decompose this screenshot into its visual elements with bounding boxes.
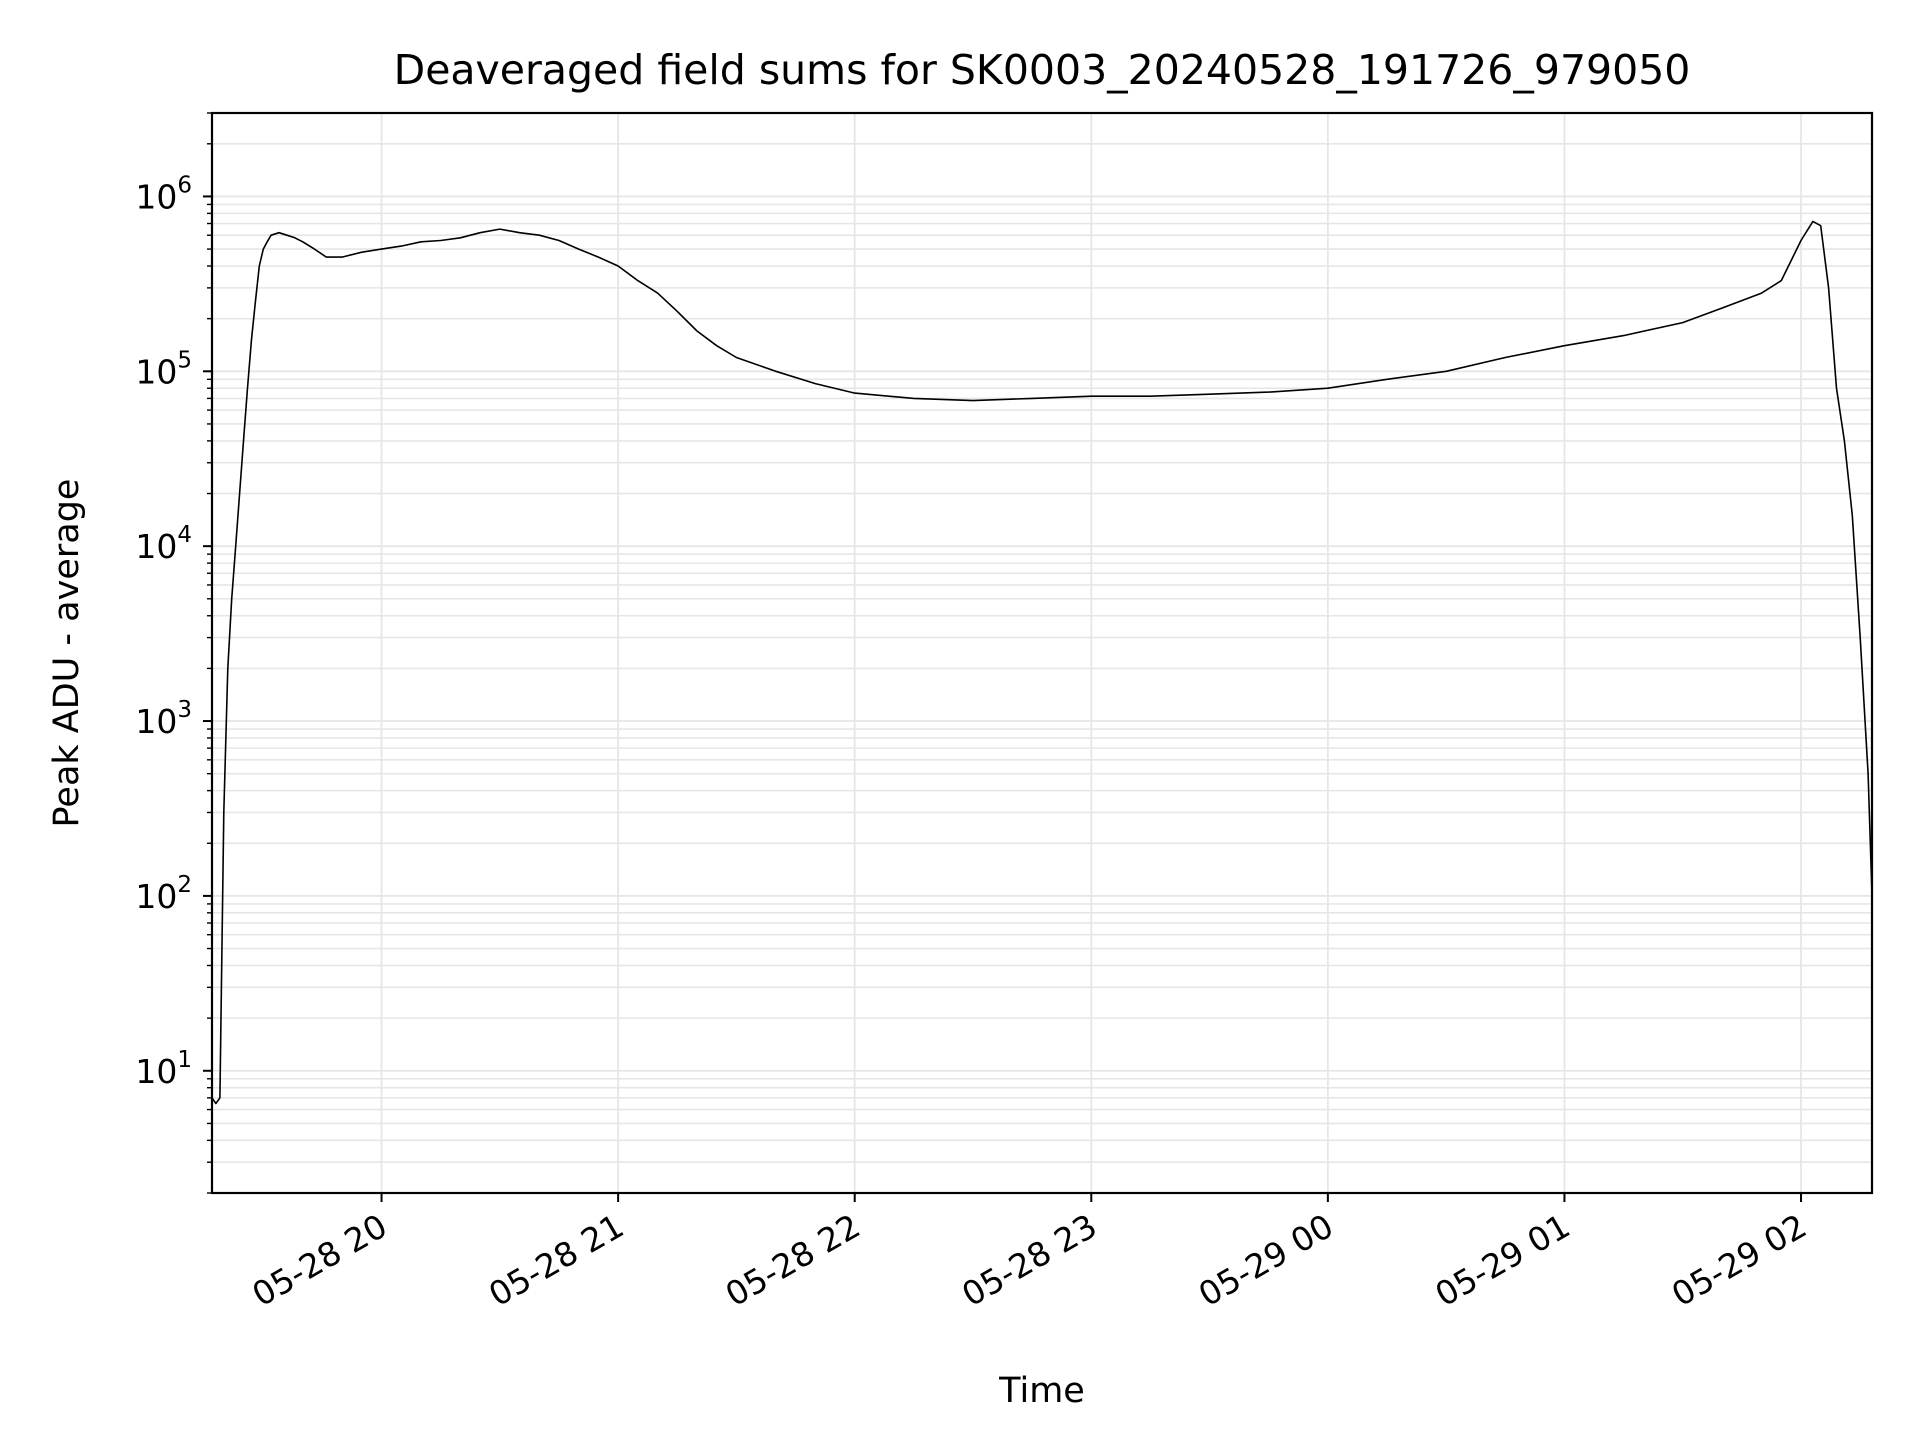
y-tick-base: 10	[135, 877, 177, 916]
y-tick-base: 10	[135, 1052, 177, 1091]
y-tick-exponent: 4	[177, 522, 192, 548]
plot-series-group	[211, 220, 1873, 1105]
y-tick-base: 10	[135, 702, 177, 741]
y-tick-exponent: 6	[177, 172, 192, 198]
y-tick-label: 101	[135, 1047, 192, 1091]
y-tick-label: 105	[135, 347, 192, 391]
y-tick-exponent: 1	[177, 1047, 192, 1073]
y-tick-label: 104	[135, 522, 192, 566]
y-tick-base: 10	[135, 527, 177, 566]
x-tick-label: 05-29 01	[1428, 1206, 1576, 1314]
y-axis-label: Peak ADU - average	[47, 479, 87, 828]
grid-lines	[212, 112, 1872, 1194]
plot-area-frame	[210, 111, 1874, 1195]
y-tick-exponent: 5	[177, 347, 192, 373]
y-tick-exponent: 2	[177, 872, 192, 898]
y-tick-label: 103	[135, 697, 192, 741]
x-tick-label: 05-28 23	[955, 1206, 1103, 1314]
y-tick-base: 10	[135, 352, 177, 391]
y-tick-base: 10	[135, 177, 177, 216]
x-tick-label: 05-29 00	[1192, 1206, 1340, 1314]
x-tick-label: 05-29 02	[1665, 1206, 1813, 1314]
x-tick-label: 05-28 22	[719, 1206, 867, 1314]
x-tick-label: 05-28 20	[246, 1206, 394, 1314]
y-tick-exponent: 3	[177, 697, 192, 723]
y-tick-label: 102	[135, 872, 192, 916]
series-line	[211, 220, 1873, 1105]
y-tick-label: 106	[135, 172, 192, 216]
x-tick-label: 05-28 21	[482, 1206, 630, 1314]
x-axis-label: Time	[998, 1371, 1085, 1411]
chart-title: Deaveraged field sums for SK0003_2024052…	[394, 46, 1691, 94]
